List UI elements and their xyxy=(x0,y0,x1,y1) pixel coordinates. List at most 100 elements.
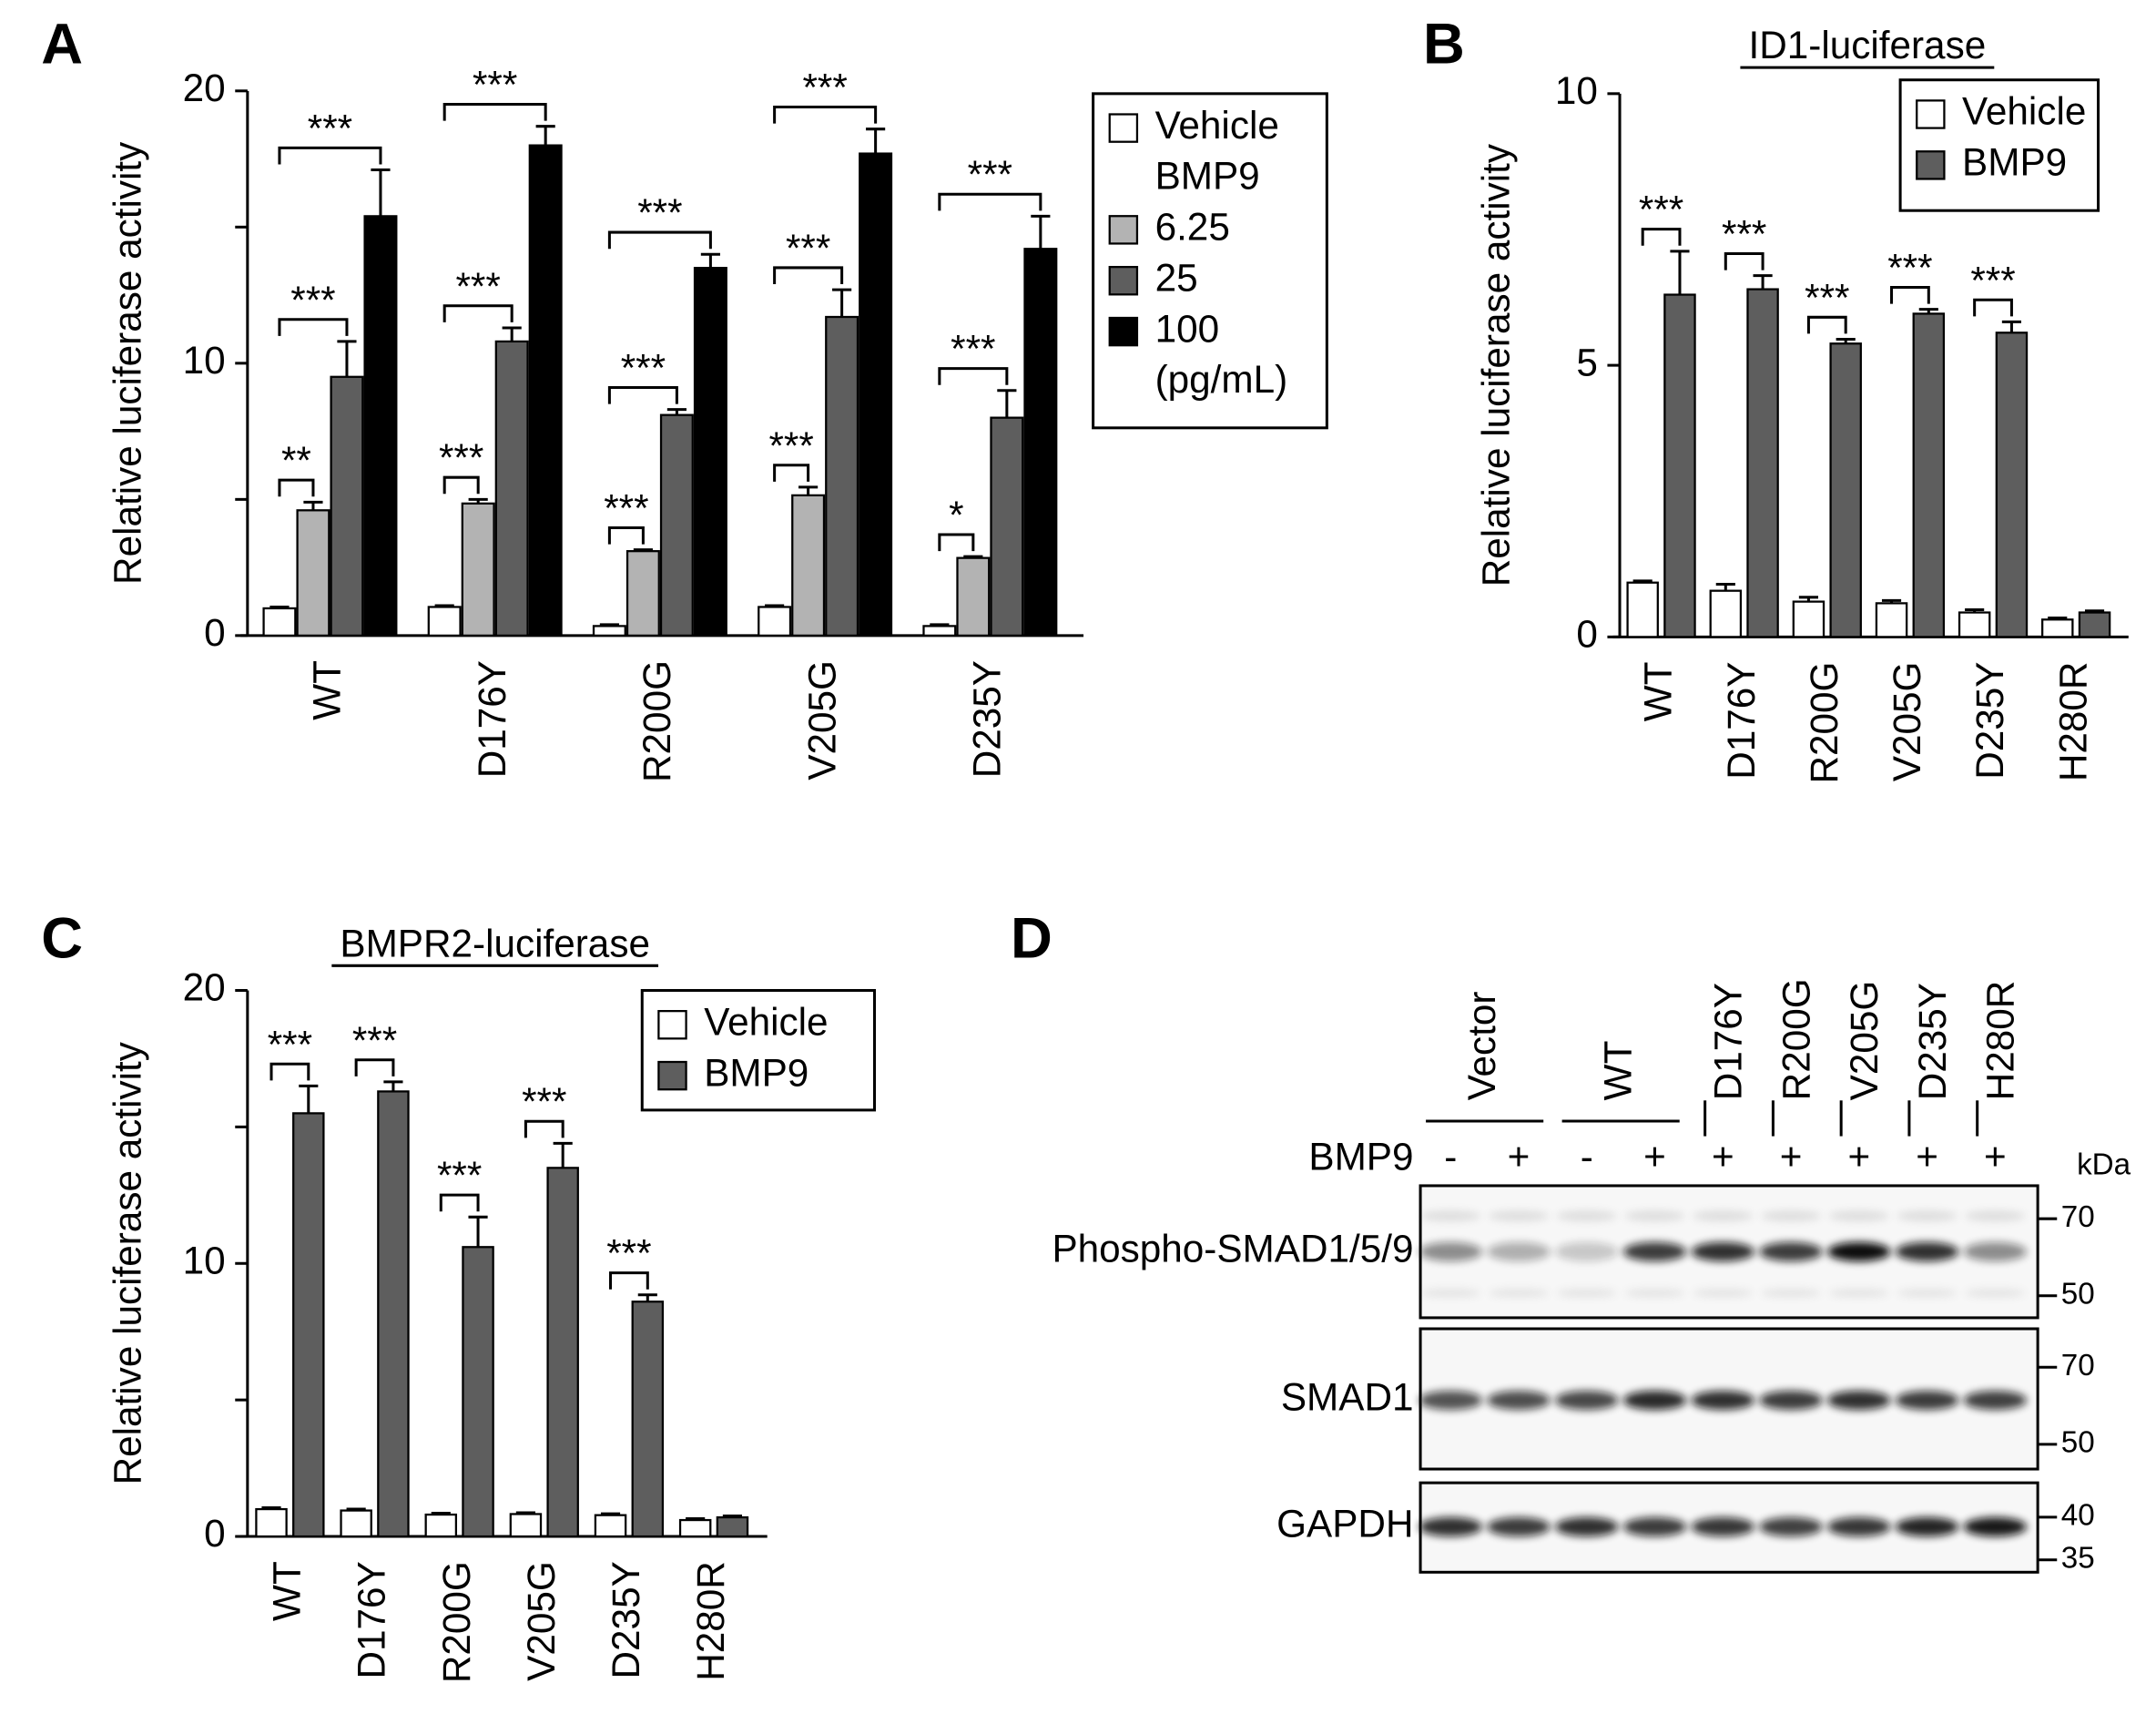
significance-label: *** xyxy=(439,436,483,479)
x-tick-label: H280R xyxy=(2051,662,2094,782)
significance-label: *** xyxy=(786,227,830,270)
error-bar xyxy=(963,555,983,558)
bar xyxy=(2078,611,2111,638)
significance-bracket xyxy=(609,1271,649,1290)
lane-group-label: Vector xyxy=(1460,991,1503,1100)
treatment-sign: + xyxy=(1916,1135,1938,1178)
protein-band xyxy=(1487,1390,1551,1411)
marker-label: 50 xyxy=(2061,1426,2095,1460)
treatment-sign: + xyxy=(1847,1135,1870,1178)
faint-band xyxy=(1828,1210,1890,1222)
error-bar xyxy=(553,1141,573,1168)
error-bar xyxy=(1753,274,1773,290)
significance-label: *** xyxy=(455,265,500,308)
protein-band xyxy=(1827,1390,1891,1411)
bar xyxy=(1626,581,1659,638)
significance-bracket xyxy=(442,103,547,121)
bar xyxy=(791,494,826,637)
error-bar xyxy=(468,1215,488,1248)
protein-band xyxy=(1827,1516,1891,1537)
significance-bracket xyxy=(278,318,349,336)
protein-band xyxy=(1622,1241,1687,1261)
x-tick-label: H280R xyxy=(689,1561,732,1681)
y-tick-label: 0 xyxy=(1576,613,1598,656)
x-tick-label: WT xyxy=(266,1561,309,1621)
significance-bracket xyxy=(938,367,1009,385)
bar xyxy=(678,1518,712,1538)
marker-label: 50 xyxy=(2061,1278,2095,1311)
bar xyxy=(1746,288,1779,638)
significance-label: *** xyxy=(968,153,1012,196)
error-bar xyxy=(337,340,357,377)
error-bar xyxy=(832,288,852,318)
significance-bracket xyxy=(439,1193,480,1212)
bar xyxy=(462,1246,494,1538)
error-bar xyxy=(535,125,555,146)
x-tick-label: R200G xyxy=(636,660,678,782)
significance-label: *** xyxy=(290,279,335,321)
error-bar xyxy=(1918,308,1938,314)
legend-label: Vehicle xyxy=(1155,104,1279,147)
significance-bracket xyxy=(607,230,712,250)
protein-band xyxy=(1555,1390,1619,1411)
x-tick-label: V205G xyxy=(520,1561,563,1681)
bar xyxy=(546,1167,579,1538)
treatment-sign: + xyxy=(1780,1135,1803,1178)
x-tick-label: WT xyxy=(306,660,349,720)
error-bar xyxy=(722,1515,743,1518)
bar xyxy=(2041,618,2074,638)
legend-swatch xyxy=(657,1010,687,1040)
error-bar xyxy=(1031,214,1051,250)
bar xyxy=(859,152,893,637)
bar xyxy=(625,550,660,637)
significance-bracket xyxy=(524,1119,564,1138)
lane-group-label: WT xyxy=(1596,1041,1639,1101)
error-bar xyxy=(261,1506,281,1510)
error-bar xyxy=(346,1507,366,1511)
significance-label: *** xyxy=(606,1232,651,1275)
y-tick-label: 10 xyxy=(183,1239,226,1281)
legend-swatch xyxy=(1108,265,1139,296)
significance-label: *** xyxy=(1970,259,2015,301)
unit-label: kDa xyxy=(2077,1148,2131,1182)
significance-label: *** xyxy=(437,1154,482,1197)
significance-bracket xyxy=(938,192,1042,211)
legend-swatch xyxy=(657,1060,687,1091)
protein-band xyxy=(1691,1241,1755,1261)
legend-swatch xyxy=(1108,113,1139,143)
x-tick-label: R200G xyxy=(435,1561,478,1683)
protein-band xyxy=(1827,1241,1891,1261)
row-label: SMAD1 xyxy=(1281,1376,1414,1419)
faint-band xyxy=(1693,1289,1754,1298)
bar xyxy=(592,625,626,637)
faint-band xyxy=(1420,1210,1481,1222)
significance-label: *** xyxy=(522,1080,566,1123)
treatment-sign: + xyxy=(1984,1135,2007,1178)
protein-band xyxy=(1963,1241,2028,1261)
significance-label: *** xyxy=(768,424,813,467)
y-axis-label: Relative luciferase activity xyxy=(1474,143,1517,587)
significance-bracket xyxy=(1973,298,2013,317)
significance-label: *** xyxy=(621,347,666,390)
faint-band xyxy=(1828,1289,1890,1298)
significance-bracket xyxy=(278,146,382,165)
faint-band xyxy=(1760,1210,1822,1222)
x-tick-label: D235Y xyxy=(1968,662,2011,780)
treatment-sign: - xyxy=(1444,1135,1457,1178)
chart-title: ID1-luciferase xyxy=(1748,24,1986,66)
faint-band xyxy=(1897,1289,1958,1298)
bar xyxy=(363,215,398,637)
significance-label: *** xyxy=(1639,189,1683,231)
faint-band xyxy=(1624,1289,1685,1298)
bar xyxy=(528,144,563,637)
protein-band xyxy=(1963,1390,2028,1411)
bar xyxy=(340,1509,372,1538)
y-tick-label: 0 xyxy=(204,611,226,654)
significance-bracket xyxy=(354,1058,395,1076)
bar xyxy=(693,267,727,637)
bar xyxy=(509,1513,543,1538)
protein-band xyxy=(1691,1390,1755,1411)
lane-group-label: D176Y xyxy=(1707,983,1750,1100)
protein-band xyxy=(1419,1390,1482,1411)
